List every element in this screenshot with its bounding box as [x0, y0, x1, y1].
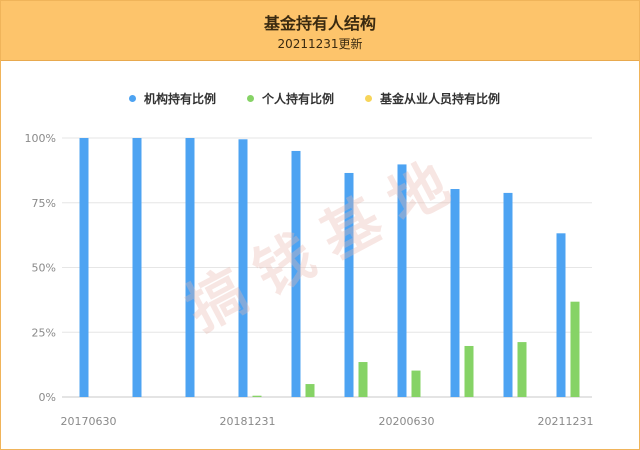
- legend-label: 基金从业人员持有比例: [380, 91, 501, 106]
- bar-individual: [517, 342, 527, 397]
- bar-institution: [291, 150, 301, 397]
- x-tick-label: 20170630: [61, 415, 117, 428]
- y-tick-label: 0%: [39, 391, 56, 404]
- y-tick-label: 50%: [32, 262, 56, 275]
- y-tick-label: 100%: [25, 132, 56, 145]
- bar-individual: [411, 370, 421, 397]
- bar-institution: [450, 189, 460, 397]
- bar-institution: [397, 164, 407, 397]
- chart-subtitle: 20211231更新: [277, 37, 363, 51]
- legend-item-institution[interactable]: 机构持有比例: [129, 89, 216, 107]
- chart-header: 基金持有人结构 20211231更新: [1, 1, 639, 61]
- legend-item-individual[interactable]: 个人持有比例: [247, 89, 334, 107]
- bar-individual: [570, 301, 580, 397]
- legend-dot-icon: [365, 94, 372, 102]
- bar-individual: [358, 362, 368, 397]
- x-tick-label: 20211231: [538, 415, 594, 428]
- legend-item-employee[interactable]: 基金从业人员持有比例: [365, 89, 500, 107]
- bar-institution: [185, 138, 195, 397]
- bar-individual: [305, 384, 315, 397]
- bar-institution: [556, 233, 566, 397]
- bar-individual: [464, 345, 474, 397]
- legend-dot-icon: [129, 94, 136, 102]
- bar-institution: [238, 139, 248, 398]
- chart-legend: 机构持有比例 个人持有比例 基金从业人员持有比例: [1, 89, 639, 107]
- bar-individual: [252, 395, 262, 397]
- y-tick-label: 25%: [32, 326, 56, 339]
- chart-title: 基金持有人结构: [263, 14, 376, 33]
- x-tick-label: 20200630: [379, 415, 435, 428]
- bar-institution: [503, 192, 513, 397]
- x-tick-label: 20181231: [220, 415, 276, 428]
- legend-label: 机构持有比例: [144, 91, 217, 106]
- legend-label: 个人持有比例: [262, 91, 335, 106]
- legend-dot-icon: [247, 94, 254, 102]
- bar-institution: [344, 172, 354, 397]
- y-tick-label: 75%: [32, 197, 56, 210]
- bar-institution: [79, 138, 89, 397]
- bar-institution: [132, 138, 142, 397]
